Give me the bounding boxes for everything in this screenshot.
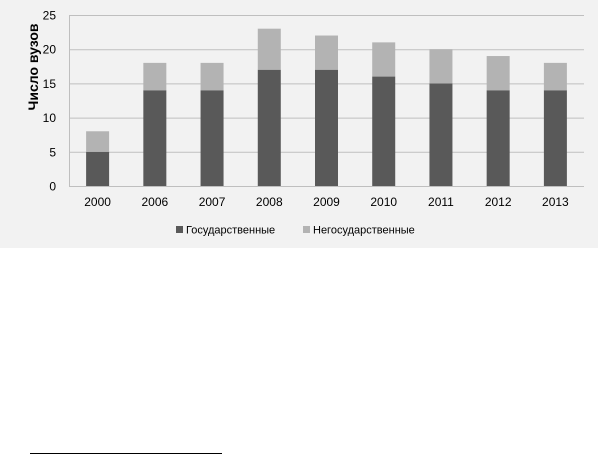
x-tick-label: 2000 bbox=[84, 195, 111, 209]
bar-segment-nonstate bbox=[543, 62, 567, 91]
bar-segment-nonstate bbox=[429, 49, 453, 84]
y-tick-label: 10 bbox=[43, 111, 57, 125]
bar-segment-nonstate bbox=[372, 42, 396, 77]
bar-segment-nonstate bbox=[486, 56, 510, 91]
legend-label: Негосударственные bbox=[313, 225, 415, 237]
y-tick-label: 5 bbox=[49, 145, 56, 159]
footnote-separator bbox=[30, 453, 222, 454]
x-tick-label: 2007 bbox=[199, 195, 226, 209]
bar-segment-state bbox=[200, 90, 224, 186]
bars bbox=[86, 28, 567, 186]
bar-segment-state bbox=[143, 90, 167, 186]
bar-segment-state bbox=[372, 76, 396, 186]
legend: Государственные Негосударственные bbox=[176, 225, 415, 237]
x-tick-label: 2006 bbox=[141, 195, 168, 209]
x-tick-label: 2012 bbox=[485, 195, 512, 209]
bar-segment-state bbox=[315, 69, 338, 186]
bar-segment-state bbox=[543, 90, 567, 186]
x-tick-label: 2009 bbox=[313, 195, 340, 209]
x-tick-label: 2008 bbox=[256, 195, 283, 209]
chart-panel: 0 5 10 15 20 25 2000 2006 2007 2008 2009 2010 2011 2… bbox=[0, 0, 598, 248]
bar-segment-state bbox=[429, 83, 453, 186]
bar-segment-state bbox=[486, 90, 510, 186]
bar-segment-nonstate bbox=[257, 28, 281, 70]
bar-segment-nonstate bbox=[143, 62, 167, 91]
legend-swatch bbox=[303, 226, 310, 233]
y-tick-label: 15 bbox=[43, 77, 57, 91]
legend-label: Государственные bbox=[186, 225, 275, 237]
x-tick-label: 2011 bbox=[428, 195, 454, 209]
bar-segment-state bbox=[257, 69, 281, 186]
y-axis-ticks: 0 5 10 15 20 25 bbox=[43, 9, 57, 194]
legend-swatch bbox=[176, 226, 183, 233]
x-tick-label: 2010 bbox=[370, 195, 397, 209]
x-axis-ticks: 2000 2006 2007 2008 2009 2010 2011 2012 2013 bbox=[84, 195, 569, 209]
y-axis-title: Число вузов bbox=[25, 23, 41, 110]
bar-segment-state bbox=[86, 151, 110, 186]
y-tick-label: 25 bbox=[43, 9, 57, 23]
bar-segment-nonstate bbox=[86, 131, 110, 152]
bar-segment-nonstate bbox=[200, 62, 224, 91]
bar-segment-nonstate bbox=[315, 35, 338, 70]
y-tick-label: 0 bbox=[49, 180, 56, 194]
x-tick-label: 2013 bbox=[542, 195, 569, 209]
y-tick-label: 20 bbox=[43, 43, 57, 57]
